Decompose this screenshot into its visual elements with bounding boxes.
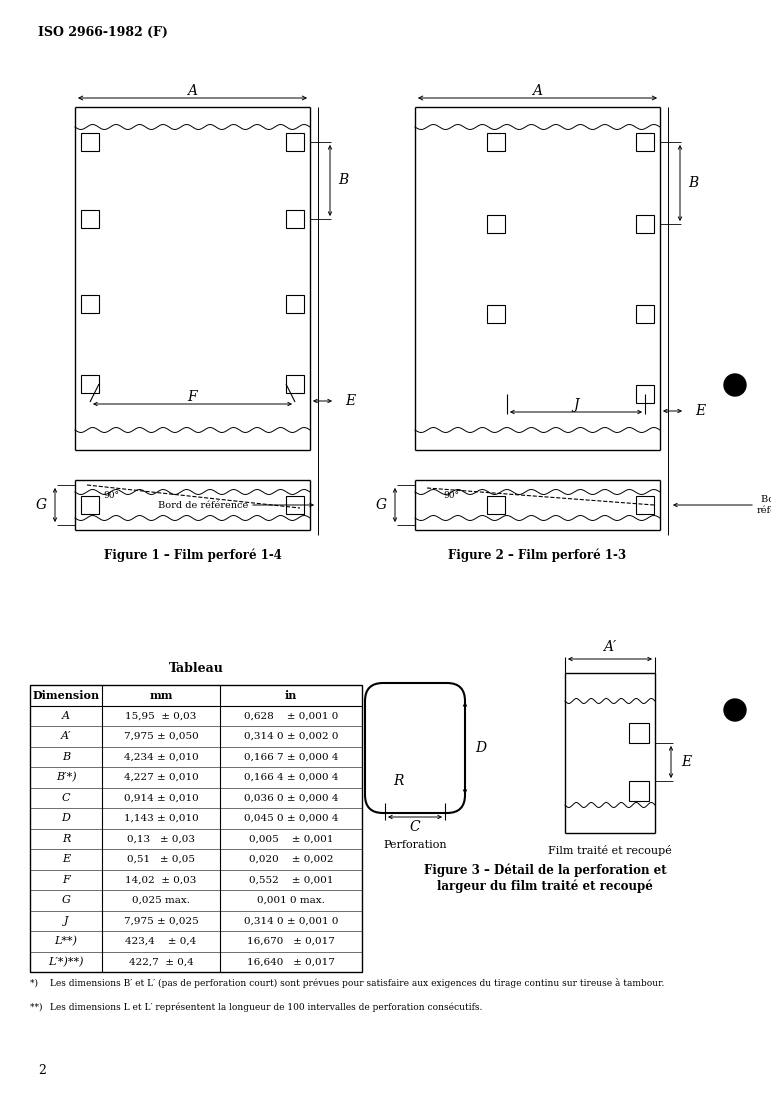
Text: 0,001 0 max.: 0,001 0 max. [257,896,325,905]
Text: 16,640   ± 0,017: 16,640 ± 0,017 [247,957,335,967]
Text: A: A [62,711,70,721]
Text: A′: A′ [604,640,617,654]
Text: 0,628    ± 0,001 0: 0,628 ± 0,001 0 [244,711,338,720]
Text: 423,4    ± 0,4: 423,4 ± 0,4 [126,937,197,946]
Bar [286,133,304,151]
Text: 0,552    ± 0,001: 0,552 ± 0,001 [249,875,333,884]
Text: R: R [393,774,403,788]
Text: 16,670   ± 0,017: 16,670 ± 0,017 [247,937,335,946]
Text: Perforation: Perforation [383,840,447,850]
Bar [81,210,99,228]
Text: 0,166 4 ± 0,000 4: 0,166 4 ± 0,000 4 [244,773,338,782]
Text: B′*): B′*) [56,772,76,783]
Text: Bord de
référence: Bord de référence [757,495,771,514]
Text: 0,036 0 ± 0,000 4: 0,036 0 ± 0,000 4 [244,793,338,803]
Text: G: G [62,895,70,905]
Bar [286,375,304,393]
Text: 0,51   ± 0,05: 0,51 ± 0,05 [127,854,195,864]
Bar [487,495,505,514]
Text: A′: A′ [61,731,71,741]
Bar [286,495,304,514]
Text: in: in [284,689,297,700]
Text: 15,95  ± 0,03: 15,95 ± 0,03 [126,711,197,720]
Text: 0,914 ± 0,010: 0,914 ± 0,010 [123,793,198,803]
Text: G: G [376,498,387,512]
Bar [286,295,304,313]
Text: L′*)**): L′*)**) [49,957,84,967]
Bar [636,133,654,151]
Text: D: D [475,741,487,755]
Bar [629,723,649,743]
Text: 0,314 0 ± 0,002 0: 0,314 0 ± 0,002 0 [244,732,338,741]
Text: E: E [345,394,355,408]
Bar [81,295,99,313]
Text: G: G [36,498,47,512]
Text: E: E [681,755,691,768]
Text: C: C [62,793,70,803]
Text: 0,13   ± 0,03: 0,13 ± 0,03 [127,835,195,843]
Text: D: D [62,814,70,824]
Text: Figure 2 – Film perforé 1-3: Figure 2 – Film perforé 1-3 [449,548,627,562]
Bar [487,305,505,323]
Bar [81,495,99,514]
Text: 14,02  ± 0,03: 14,02 ± 0,03 [126,875,197,884]
Text: A: A [187,84,197,98]
Bar [81,375,99,393]
Text: **)  Les dimensions L et L′ représentent la longueur de 100 intervalles de perfo: **) Les dimensions L et L′ représentent … [30,1002,483,1012]
Text: 7,975 ± 0,025: 7,975 ± 0,025 [123,916,198,925]
Text: 7,975 ± 0,050: 7,975 ± 0,050 [123,732,198,741]
Text: A: A [533,84,543,98]
Text: R: R [62,833,70,843]
Text: J: J [64,916,69,926]
Text: 4,227 ± 0,010: 4,227 ± 0,010 [123,773,198,782]
Text: Figure 3 – Détail de la perforation et
largeur du film traité et recoupé: Figure 3 – Détail de la perforation et l… [424,863,666,893]
Text: F: F [187,390,197,404]
Text: 4,234 ± 0,010: 4,234 ± 0,010 [123,752,198,761]
Bar [636,305,654,323]
Text: 0,025 max.: 0,025 max. [132,896,190,905]
Text: 0,045 0 ± 0,000 4: 0,045 0 ± 0,000 4 [244,814,338,822]
Text: mm: mm [150,689,173,700]
Text: 0,314 0 ± 0,001 0: 0,314 0 ± 0,001 0 [244,916,338,925]
Text: B: B [688,176,699,190]
Text: B: B [338,174,348,187]
Bar [30,685,362,972]
Text: 1,143 ± 0,010: 1,143 ± 0,010 [123,814,198,822]
Bar [487,133,505,151]
Text: L**): L**) [55,936,78,947]
Text: 0,005    ± 0,001: 0,005 ± 0,001 [249,835,333,843]
Text: Figure 1 – Film perforé 1-4: Figure 1 – Film perforé 1-4 [103,548,281,562]
Bar [286,210,304,228]
Text: F: F [62,875,70,885]
Circle shape [724,374,746,396]
Text: B: B [62,752,70,762]
Text: 2: 2 [38,1064,46,1077]
Bar [636,495,654,514]
Text: Bord de référence: Bord de référence [158,501,248,510]
Text: 0,166 7 ± 0,000 4: 0,166 7 ± 0,000 4 [244,752,338,761]
Text: 90°: 90° [443,491,459,501]
Text: C: C [409,820,420,833]
Bar [81,133,99,151]
Text: E: E [695,404,705,418]
Circle shape [724,699,746,721]
Text: 0,020    ± 0,002: 0,020 ± 0,002 [249,854,333,864]
Text: Dimension: Dimension [32,689,99,700]
Text: 422,7  ± 0,4: 422,7 ± 0,4 [129,957,194,967]
Text: E: E [62,854,70,864]
Text: Tableau: Tableau [169,663,224,676]
Bar [636,215,654,233]
Text: *)   Les dimensions B′ et L′ (pas de perforation court) sont prévues pour satisf: *) Les dimensions B′ et L′ (pas de perfo… [30,978,665,988]
Text: J: J [573,397,579,412]
Bar [487,215,505,233]
Bar [636,385,654,403]
Text: Film traité et recoupé: Film traité et recoupé [548,846,672,857]
Text: 90°: 90° [103,491,119,501]
Text: ISO 2966-1982 (F): ISO 2966-1982 (F) [38,25,168,39]
Bar [629,781,649,802]
